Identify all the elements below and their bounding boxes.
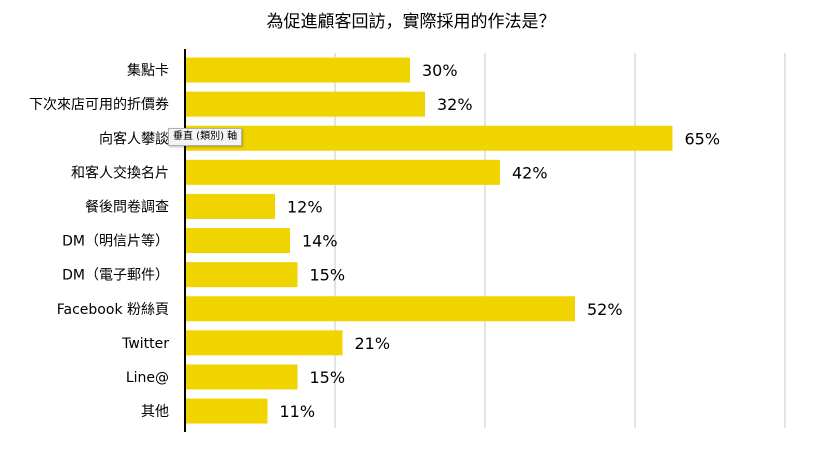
category-label: Line@ — [126, 370, 169, 386]
data-label: 65% — [685, 129, 721, 148]
bar[interactable] — [185, 228, 290, 254]
value-labels: 30% 32% 65% 42% 12% 14% 15% 52% 21% 15% 11% — [280, 61, 721, 421]
data-label: 52% — [587, 300, 623, 319]
data-label: 14% — [302, 232, 338, 251]
bar[interactable] — [185, 159, 500, 185]
data-label: 11% — [280, 402, 316, 421]
category-label: DM（明信片等） — [62, 233, 169, 250]
category-label: 下次來店可用的折價券 — [29, 96, 169, 113]
category-label: 集點卡 — [127, 62, 169, 79]
gridlines — [334, 53, 786, 428]
data-label: 21% — [355, 334, 391, 353]
category-label: 其他 — [141, 404, 169, 420]
axis-tooltip: 垂直 (類別) 軸 — [168, 128, 243, 146]
bar[interactable] — [185, 398, 268, 424]
category-label: DM（電子郵件） — [62, 268, 169, 284]
category-label: 和客人交換名片 — [71, 164, 169, 181]
bars — [185, 57, 673, 424]
category-label: 餐後問卷調查 — [85, 199, 169, 215]
data-label: 15% — [310, 368, 346, 387]
bar[interactable] — [185, 91, 425, 117]
data-label: 30% — [422, 61, 458, 80]
category-label: Facebook 粉絲頁 — [57, 302, 169, 318]
data-label: 12% — [287, 197, 323, 216]
chart-title: 為促進顧客回訪，實際採用的作法是？ — [267, 12, 556, 32]
bar[interactable] — [185, 330, 343, 356]
data-label: 15% — [310, 266, 346, 285]
bar[interactable] — [185, 57, 410, 83]
category-label: 向客人攀談 — [99, 130, 169, 147]
category-label: Twitter — [121, 336, 169, 352]
bar[interactable] — [185, 364, 298, 390]
data-label: 42% — [512, 163, 548, 182]
bar[interactable] — [185, 193, 275, 219]
bar[interactable] — [185, 125, 673, 151]
bar[interactable] — [185, 262, 298, 288]
data-label: 32% — [437, 95, 473, 114]
bar[interactable] — [185, 296, 575, 322]
